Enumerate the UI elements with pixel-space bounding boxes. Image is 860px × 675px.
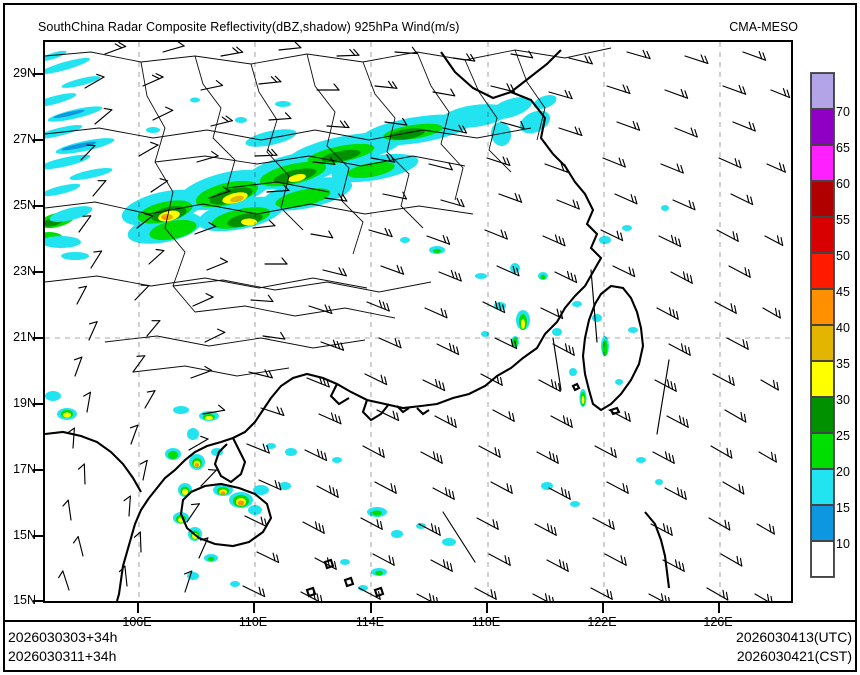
x-axis-label-122E: 122E — [587, 615, 617, 629]
y-tick-15N — [33, 600, 43, 602]
colorbar-band-35-40 — [811, 325, 834, 361]
colorbar-band-65-70 — [811, 109, 834, 145]
x-axis-label-126E: 126E — [703, 615, 733, 629]
colorbar-band-55-60 — [811, 181, 834, 217]
colorbar-band-10-15 — [811, 505, 834, 541]
reflectivity-shading — [45, 50, 669, 591]
colorbar-label-25: 25 — [836, 429, 850, 443]
map-svg — [45, 42, 791, 601]
x-tick-118E — [486, 603, 488, 613]
colorbar-label-20: 20 — [836, 465, 850, 479]
x-tick-106E — [137, 603, 139, 613]
colorbar-label-40: 40 — [836, 321, 850, 335]
colorbar-band-gt70 — [811, 73, 834, 109]
colorbar-band-30-35 — [811, 361, 834, 397]
y-tick-31N — [33, 73, 43, 75]
colorbar-label-70: 70 — [836, 105, 850, 119]
y-axis-label-17N: 15N — [13, 528, 36, 542]
map-plot-area[interactable] — [43, 40, 793, 603]
x-axis-label-114E: 114E — [355, 615, 385, 629]
x-tick-110E — [253, 603, 255, 613]
colorbar-band-15-20 — [811, 469, 834, 505]
y-tick-29N — [33, 139, 43, 141]
colorbar-band-45-50 — [811, 253, 834, 289]
colorbar-label-60: 60 — [836, 177, 850, 191]
colorbar-band-20-25 — [811, 433, 834, 469]
y-tick-19N — [33, 469, 43, 471]
colorbar-label-45: 45 — [836, 285, 850, 299]
x-tick-114E — [370, 603, 372, 613]
y-tick-27N — [33, 205, 43, 207]
page-title: SouthChina Radar Composite Reflectivity(… — [38, 20, 460, 34]
colorbar-label-50: 50 — [836, 249, 850, 263]
y-axis-label-29N: 27N — [13, 132, 36, 146]
colorbar-label-55: 55 — [836, 213, 850, 227]
colorbar-band-40-45 — [811, 289, 834, 325]
x-axis-label-110E: 110E — [238, 615, 268, 629]
x-axis-label-118E: 118E — [471, 615, 501, 629]
colorbar-label-10: 10 — [836, 537, 850, 551]
y-tick-17N — [33, 535, 43, 537]
reflectivity-colorbar[interactable] — [810, 72, 835, 578]
y-axis-label-25N: 23N — [13, 264, 36, 278]
x-axis-label-106E: 106E — [122, 615, 152, 629]
colorbar-band-60-65 — [811, 145, 834, 181]
y-axis-label-21N: 19N — [13, 396, 36, 410]
footer-init-utc: 2026030303+34h — [8, 629, 118, 645]
y-axis-label-19N: 17N — [13, 462, 36, 476]
figure-outer-border — [3, 3, 857, 672]
colorbar-label-30: 30 — [836, 393, 850, 407]
colorbar-band-25-30 — [811, 397, 834, 433]
wind-barbs — [58, 42, 791, 601]
footer-divider — [5, 620, 855, 622]
colorbar-label-35: 35 — [836, 357, 850, 371]
colorbar-label-65: 65 — [836, 141, 850, 155]
model-label: CMA-MESO — [729, 20, 798, 34]
colorbar-band-50-55 — [811, 217, 834, 253]
map-boundaries — [45, 42, 791, 601]
y-tick-21N — [33, 403, 43, 405]
y-tick-25N — [33, 271, 43, 273]
footer-valid-utc: 2026030413(UTC) — [736, 629, 852, 645]
map-canvas — [45, 42, 791, 601]
colorbar-label-15: 15 — [836, 501, 850, 515]
x-tick-126E — [718, 603, 720, 613]
y-axis-label-31N: 29N — [13, 66, 36, 80]
y-axis-label-27N: 25N — [13, 198, 36, 212]
colorbar-band-lt10 — [811, 541, 834, 577]
footer-valid-cst: 2026030421(CST) — [736, 648, 852, 664]
y-tick-23N — [33, 337, 43, 339]
footer-init-cst: 2026030311+34h — [8, 648, 117, 664]
y-axis-label-23N: 21N — [13, 330, 36, 344]
y-axis-label-15N: 15N — [13, 593, 36, 607]
x-tick-122E — [602, 603, 604, 613]
